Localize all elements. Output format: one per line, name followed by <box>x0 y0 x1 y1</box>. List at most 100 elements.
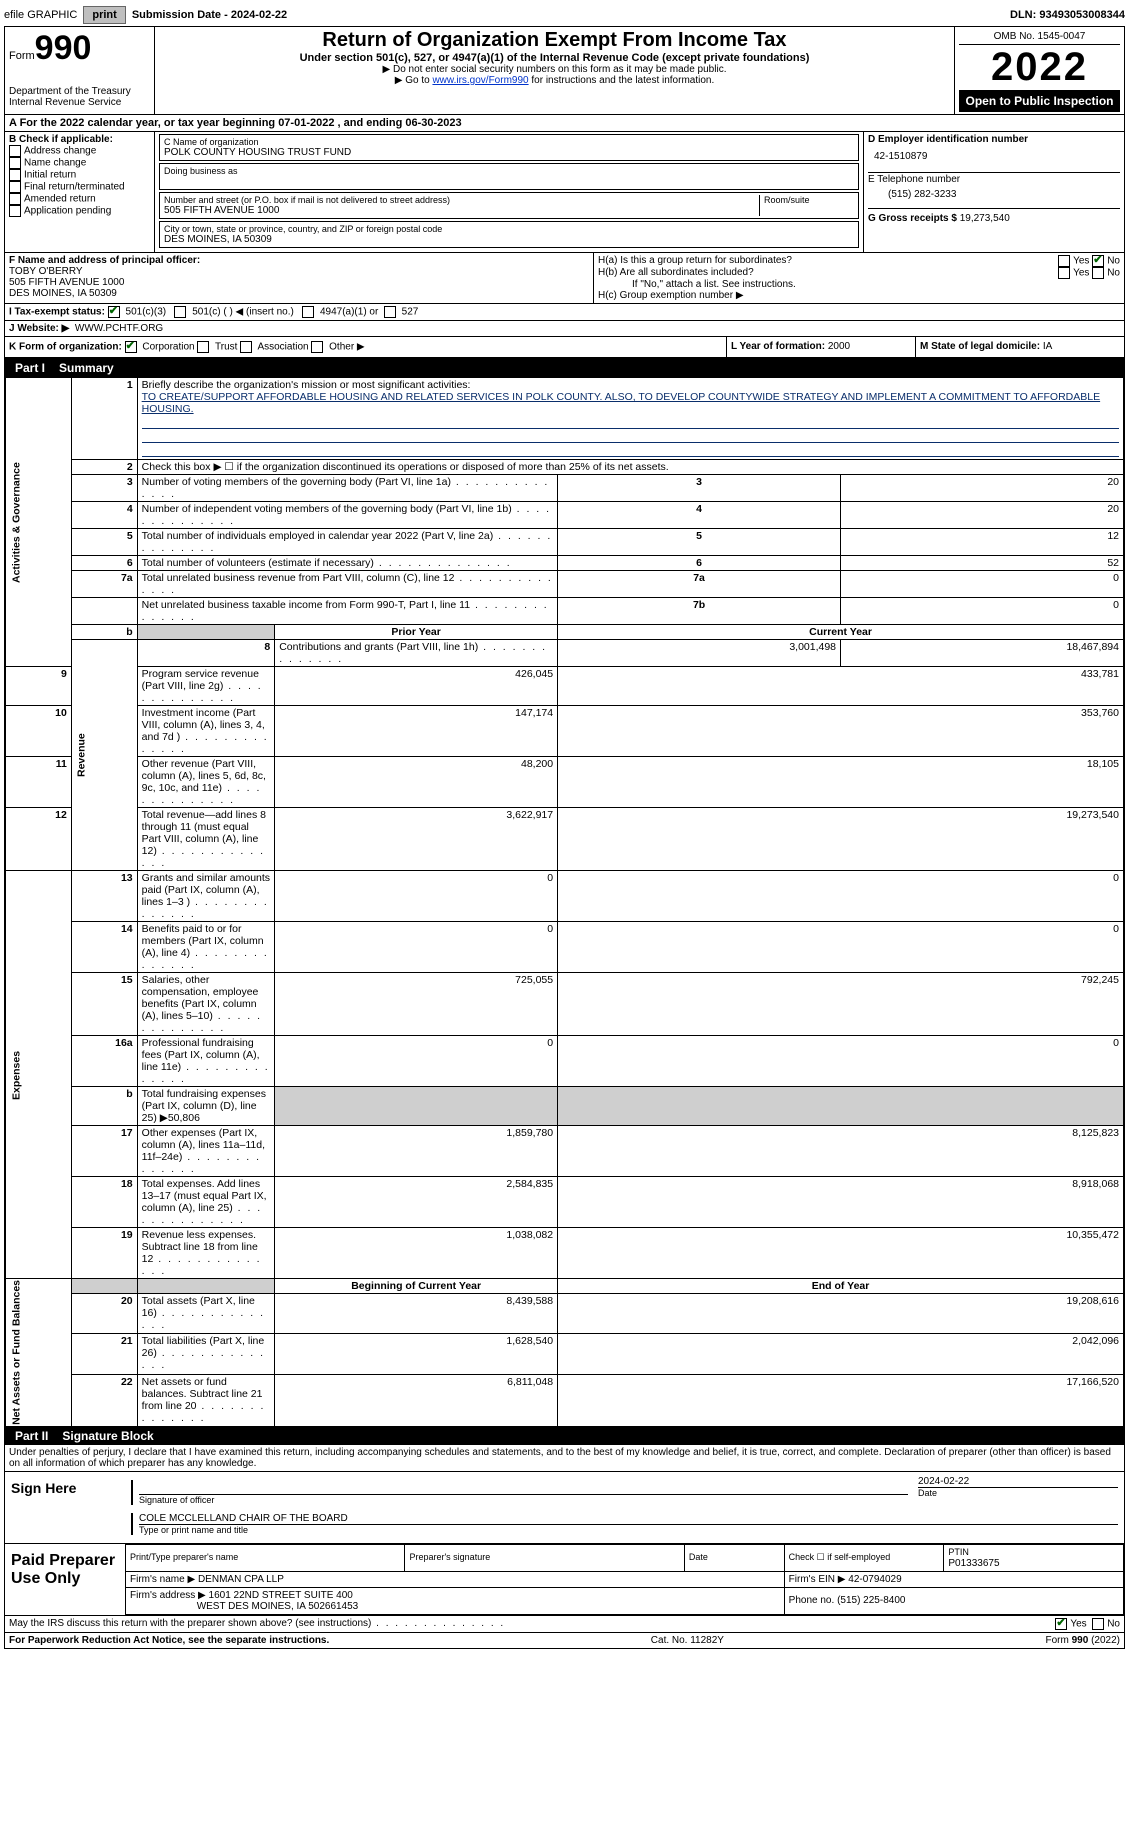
cb-application-pending[interactable] <box>9 205 21 217</box>
cb-address-change[interactable] <box>9 145 21 157</box>
form-subtitle-2: ▶ Do not enter social security numbers o… <box>159 64 950 75</box>
ein-value: 42-1510879 <box>874 151 1120 162</box>
cb-4947[interactable] <box>302 306 314 318</box>
sig-date-label: Date <box>918 1488 1118 1498</box>
cb-ha-no[interactable] <box>1092 255 1104 267</box>
hc-label: H(c) Group exemption number ▶ <box>598 290 1120 301</box>
row-fh: F Name and address of principal officer:… <box>5 253 1124 304</box>
table-row: bTotal fundraising expenses (Part IX, co… <box>6 1087 1124 1126</box>
paid-preparer-row: Paid Preparer Use Only Print/Type prepar… <box>5 1543 1124 1615</box>
table-row: 6Total number of volunteers (estimate if… <box>6 556 1124 571</box>
open-to-public: Open to Public Inspection <box>959 90 1120 112</box>
cb-assoc[interactable] <box>240 341 252 353</box>
part2-header: Part II Signature Block <box>5 1427 1124 1445</box>
ha-label: H(a) Is this a group return for subordin… <box>598 255 792 267</box>
table-row: 3Number of voting members of the governi… <box>6 475 1124 502</box>
preparer-table: Print/Type preparer's name Preparer's si… <box>125 1544 1124 1615</box>
cb-irs-no[interactable] <box>1092 1618 1104 1630</box>
tel-label: E Telephone number <box>868 174 1120 185</box>
mission-value: TO CREATE/SUPPORT AFFORDABLE HOUSING AND… <box>142 391 1100 415</box>
year-formation: 2000 <box>828 341 850 352</box>
footer-left: For Paperwork Reduction Act Notice, see … <box>9 1635 329 1646</box>
table-row: 22Net assets or fund balances. Subtract … <box>6 1374 1124 1426</box>
form-number: Form990 <box>9 29 150 68</box>
paid-preparer-label: Paid Preparer Use Only <box>5 1544 125 1615</box>
table-row: 19Revenue less expenses. Subtract line 1… <box>6 1228 1124 1279</box>
cb-501c3[interactable] <box>108 306 120 318</box>
table-row: 15Salaries, other compensation, employee… <box>6 973 1124 1036</box>
form-container: Form990 Department of the Treasury Inter… <box>4 26 1125 1649</box>
city-label: City or town, state or province, country… <box>164 224 854 234</box>
officer-name: TOBY O'BERRY <box>9 266 589 277</box>
cb-corp[interactable] <box>125 341 137 353</box>
hb-label: H(b) Are all subordinates included? <box>598 267 754 279</box>
firm-addr1: 1601 22ND STREET SUITE 400 <box>209 1590 353 1601</box>
table-row: 7aTotal unrelated business revenue from … <box>6 571 1124 598</box>
sign-here-row: Sign Here Signature of officer 2024-02-2… <box>5 1471 1124 1543</box>
ein-label: D Employer identification number <box>868 134 1120 145</box>
cb-irs-yes[interactable] <box>1055 1618 1067 1630</box>
cb-other[interactable] <box>311 341 323 353</box>
row-a-tax-year: A For the 2022 calendar year, or tax yea… <box>5 115 1124 132</box>
form-subtitle-1: Under section 501(c), 527, or 4947(a)(1)… <box>159 52 950 64</box>
cb-hb-yes[interactable] <box>1058 267 1070 279</box>
irs-link[interactable]: www.irs.gov/Form990 <box>432 75 528 86</box>
side-exp: Expenses <box>6 871 72 1279</box>
omb-number: OMB No. 1545-0047 <box>959 29 1120 45</box>
table-row: 12Total revenue—add lines 8 through 11 (… <box>6 808 1124 871</box>
cb-name-change[interactable] <box>9 157 21 169</box>
tel-value: (515) 282-3233 <box>888 189 1120 200</box>
side-ag: Activities & Governance <box>6 378 72 667</box>
line2: Check this box ▶ ☐ if the organization d… <box>137 460 1123 475</box>
mission-label: Briefly describe the organization's miss… <box>142 379 471 391</box>
table-row: 4Number of independent voting members of… <box>6 502 1124 529</box>
cb-initial-return[interactable] <box>9 169 21 181</box>
firm-name: DENMAN CPA LLP <box>198 1574 284 1585</box>
side-rev: Revenue <box>71 640 137 871</box>
officer-addr2: DES MOINES, IA 50309 <box>9 288 589 299</box>
declaration: Under penalties of perjury, I declare th… <box>5 1445 1124 1471</box>
efile-label: efile GRAPHIC <box>4 9 77 21</box>
cb-trust[interactable] <box>197 341 209 353</box>
table-row: 10Investment income (Part VIII, column (… <box>6 706 1124 757</box>
cb-final-return[interactable] <box>9 181 21 193</box>
table-row: 18Total expenses. Add lines 13–17 (must … <box>6 1177 1124 1228</box>
table-row: 5Total number of individuals employed in… <box>6 529 1124 556</box>
table-row: 17Other expenses (Part IX, column (A), l… <box>6 1126 1124 1177</box>
cb-527[interactable] <box>384 306 396 318</box>
sign-here-label: Sign Here <box>5 1472 125 1543</box>
addr-label: Number and street (or P.O. box if mail i… <box>164 195 755 205</box>
state-domicile: IA <box>1043 341 1052 352</box>
table-row: 9Program service revenue (Part VIII, lin… <box>6 667 1124 706</box>
officer-addr1: 505 FIFTH AVENUE 1000 <box>9 277 589 288</box>
org-name-label: C Name of organization <box>164 137 854 147</box>
sig-date-value: 2024-02-22 <box>918 1476 1118 1488</box>
firm-ein: 42-0794029 <box>848 1574 901 1585</box>
room-label: Room/suite <box>764 195 854 205</box>
cb-501c[interactable] <box>174 306 186 318</box>
row-j: J Website: ▶ WWW.PCHTF.ORG <box>5 321 1124 337</box>
form-header: Form990 Department of the Treasury Inter… <box>5 27 1124 115</box>
table-row: 20Total assets (Part X, line 16)8,439,58… <box>6 1294 1124 1334</box>
footer-right: Form 990 (2022) <box>1046 1635 1120 1646</box>
form-subtitle-3: ▶ Go to www.irs.gov/Form990 for instruct… <box>159 75 950 86</box>
footer-mid: Cat. No. 11282Y <box>651 1635 724 1646</box>
dept-treasury: Department of the Treasury <box>9 86 150 97</box>
firm-addr2: WEST DES MOINES, IA 502661453 <box>197 1601 359 1612</box>
table-row: 14Benefits paid to or for members (Part … <box>6 922 1124 973</box>
name-title-label: Type or print name and title <box>139 1525 1118 1535</box>
submission-date: Submission Date - 2024-02-22 <box>132 9 287 21</box>
gross-label: G Gross receipts $ <box>868 213 957 224</box>
row-i: I Tax-exempt status: 501(c)(3) 501(c) ( … <box>5 304 1124 321</box>
cb-ha-yes[interactable] <box>1058 255 1070 267</box>
part1-header: Part I Summary <box>5 359 1124 377</box>
dln-label: DLN: 93493053008344 <box>1010 9 1125 21</box>
cb-hb-no[interactable] <box>1092 267 1104 279</box>
col-d-ein-tel: D Employer identification number 42-1510… <box>864 132 1124 252</box>
print-button[interactable]: print <box>83 6 125 24</box>
form-title: Return of Organization Exempt From Incom… <box>159 29 950 52</box>
officer-label: F Name and address of principal officer: <box>9 255 200 266</box>
cb-amended-return[interactable] <box>9 193 21 205</box>
name-title-value: COLE MCCLELLAND CHAIR OF THE BOARD <box>139 1513 1118 1525</box>
col-c-org-info: C Name of organization POLK COUNTY HOUSI… <box>155 132 864 252</box>
